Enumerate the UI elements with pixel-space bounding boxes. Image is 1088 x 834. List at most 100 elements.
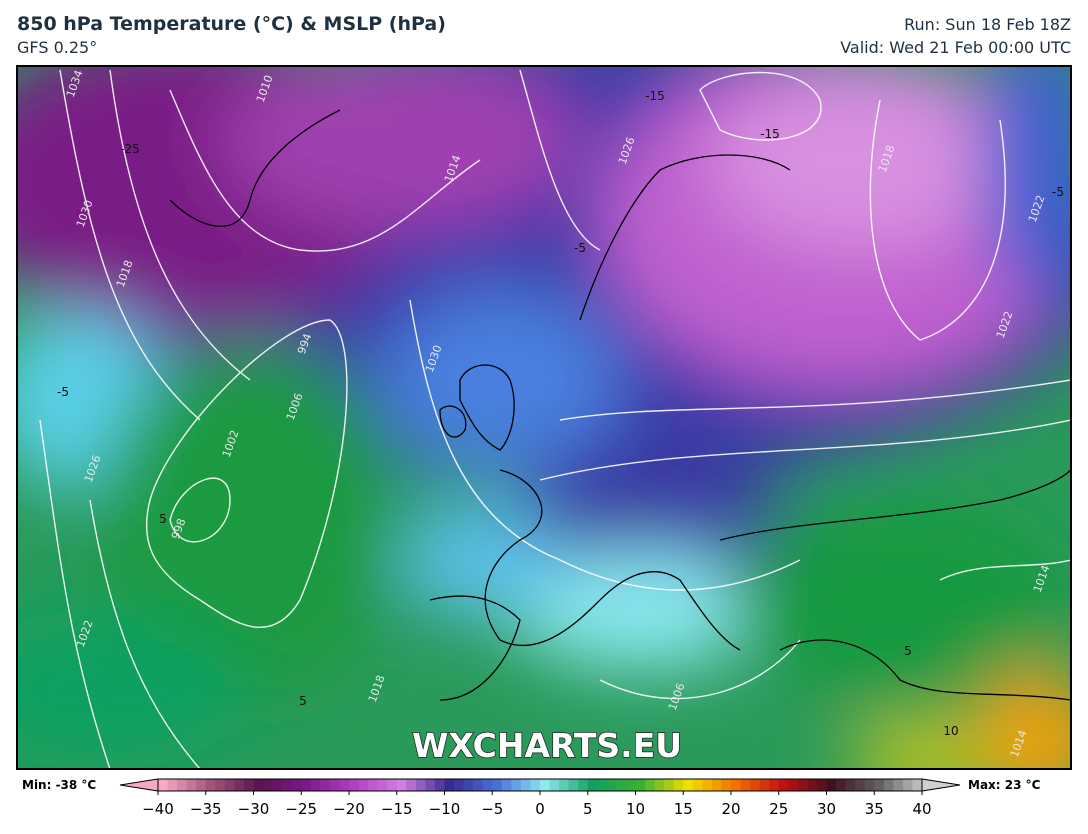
colorbar-cell	[177, 779, 188, 791]
colorbar-tick-label: −15	[381, 800, 413, 818]
colorbar-tick-label: −25	[285, 800, 317, 818]
colorbar-tick-label: −40	[142, 800, 174, 818]
colorbar-cell	[444, 779, 455, 791]
colorbar-cell	[358, 779, 369, 791]
colorbar-tick-label: −30	[238, 800, 270, 818]
colorbar-tick-label: −5	[481, 800, 503, 818]
colorbar-tick-label: 30	[817, 800, 836, 818]
colorbar-cell	[291, 779, 302, 791]
colorbar-cell	[864, 779, 875, 791]
colorbar-cell	[205, 779, 216, 791]
colorbar-cell	[702, 779, 713, 791]
valid-time: Valid: Wed 21 Feb 00:00 UTC	[840, 38, 1071, 57]
colorbar-tick-label: 25	[769, 800, 788, 818]
temperature-label: -25	[120, 142, 140, 156]
colorbar-cell	[692, 779, 703, 791]
colorbar-cell	[349, 779, 360, 791]
colorbar-cell	[434, 779, 445, 791]
watermark: WXCHARTS.EU	[412, 726, 682, 765]
colorbar-cell	[606, 779, 617, 791]
colorbar-cell	[616, 779, 627, 791]
colorbar-cell	[769, 779, 780, 791]
temperature-label: 5	[299, 694, 307, 708]
colorbar-cell	[463, 779, 474, 791]
colorbar-cell	[912, 779, 923, 791]
colorbar-cell	[368, 779, 379, 791]
colorbar-cell	[520, 779, 531, 791]
colorbar-cell	[625, 779, 636, 791]
colorbar-cell	[874, 779, 885, 791]
colorbar-cell	[788, 779, 799, 791]
colorbar-cell	[272, 779, 283, 791]
colorbar-cell	[578, 779, 589, 791]
colorbar-cell	[740, 779, 751, 791]
colorbar-tick-label: 10	[626, 800, 645, 818]
colorbar-cell	[301, 779, 312, 791]
colorbar-tick-label: 5	[583, 800, 593, 818]
colorbar-cell	[158, 779, 169, 791]
colorbar-cell	[377, 779, 388, 791]
colorbar-cell	[387, 779, 398, 791]
colorbar-cell	[645, 779, 656, 791]
colorbar-tick-label: −10	[429, 800, 461, 818]
colorbar-cell	[186, 779, 197, 791]
colorbar-tick-label: −20	[333, 800, 365, 818]
title: 850 hPa Temperature (°C) & MSLP (hPa)	[17, 13, 446, 35]
colorbar-cell	[329, 779, 340, 791]
colorbar-cell	[282, 779, 293, 791]
colorbar-cell	[196, 779, 207, 791]
colorbar-cell	[243, 779, 254, 791]
colorbar-cell	[731, 779, 742, 791]
colorbar-cell	[683, 779, 694, 791]
colorbar-cell	[826, 779, 837, 791]
colorbar-cell	[883, 779, 894, 791]
colorbar-cell	[902, 779, 913, 791]
temperature-label: -15	[645, 89, 665, 103]
colorbar-cell	[540, 779, 551, 791]
colorbar-tick-label: 20	[721, 800, 740, 818]
colorbar-cell	[492, 779, 503, 791]
colorbar-tick-label: −35	[190, 800, 222, 818]
min-label: Min: -38 °C	[22, 778, 96, 792]
colorbar-cell	[224, 779, 235, 791]
colorbar-cell	[568, 779, 579, 791]
colorbar-cell	[253, 779, 264, 791]
colorbar-cell	[549, 779, 560, 791]
temperature-label: -15	[760, 127, 780, 141]
colorbar-cell	[893, 779, 904, 791]
colorbar-cell	[473, 779, 484, 791]
colorbar-cell	[263, 779, 274, 791]
colorbar-cell	[778, 779, 789, 791]
run-time: Run: Sun 18 Feb 18Z	[904, 15, 1071, 34]
colorbar-cell	[501, 779, 512, 791]
colorbar-cell	[339, 779, 350, 791]
model: GFS 0.25°	[17, 38, 98, 57]
colorbar-tick-label: 15	[674, 800, 693, 818]
colorbar-cell	[530, 779, 541, 791]
colorbar-tick-label: 35	[865, 800, 884, 818]
temperature-label: -5	[1052, 185, 1064, 199]
map	[17, 66, 1071, 769]
colorbar-tick-label: 40	[912, 800, 931, 818]
map-frame	[16, 65, 1072, 770]
colorbar-cell	[482, 779, 493, 791]
colorbar-cell	[711, 779, 722, 791]
temperature-label: -5	[574, 241, 586, 255]
colorbar-cell	[587, 779, 598, 791]
temperature-label: -5	[57, 385, 69, 399]
colorbar-cell	[635, 779, 646, 791]
colorbar-cell	[664, 779, 675, 791]
colorbar-cell	[559, 779, 570, 791]
colorbar-cell	[816, 779, 827, 791]
colorbar-cell	[406, 779, 417, 791]
colorbar-cell	[807, 779, 818, 791]
colorbar-cell	[597, 779, 608, 791]
colorbar-cell	[167, 779, 178, 791]
colorbar-cell	[215, 779, 226, 791]
colorbar-high-arrow	[921, 778, 961, 792]
colorbar-tick-label: 0	[535, 800, 545, 818]
colorbar-cell	[654, 779, 665, 791]
colorbar-cell	[454, 779, 465, 791]
